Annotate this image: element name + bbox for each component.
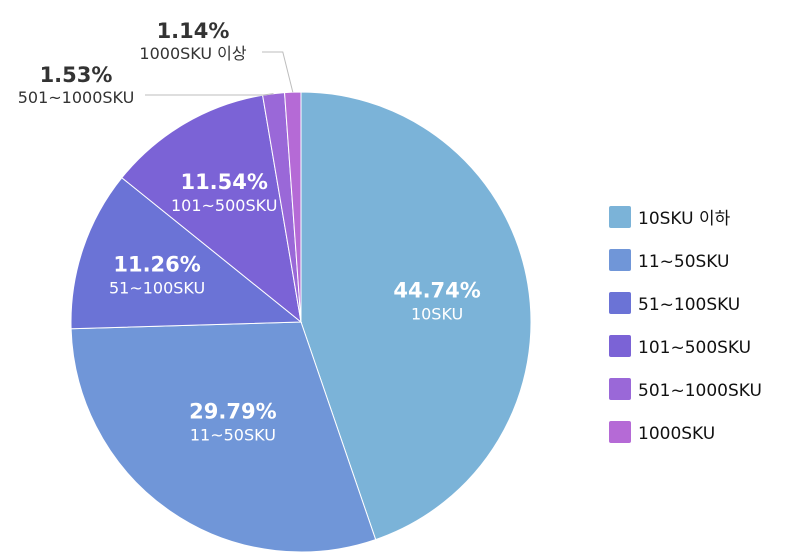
slice-category-label: 10SKU — [411, 304, 463, 323]
legend-label: 101~500SKU — [638, 338, 751, 358]
slice-value-label: 1.53% — [40, 63, 113, 87]
slice-value-label: 1.14% — [157, 19, 230, 43]
leader-line — [145, 93, 274, 96]
slice-category-label: 501~1000SKU — [18, 88, 135, 107]
slice-labels: 44.74% 10SKU 29.79% 11~50SKU 11.26% 51~100SKU… — [18, 19, 481, 444]
legend-label: 10SKU 이하 — [638, 209, 731, 229]
pie-slice-6 — [284, 91, 302, 323]
legend-label: 51~100SKU — [638, 295, 740, 315]
legend-label: 501~1000SKU — [638, 381, 762, 401]
pie-slices — [70, 91, 532, 553]
slice-value-label: 11.54% — [180, 170, 267, 194]
legend-label: 1000SKU — [638, 424, 715, 444]
pie-slice-1 — [300, 91, 532, 541]
legend-swatch — [609, 378, 631, 400]
slice-category-label: 1000SKU 이상 — [139, 44, 246, 63]
pie-slice-4 — [121, 94, 302, 324]
slice-category-label: 101~500SKU — [171, 196, 277, 215]
legend-swatch — [609, 206, 631, 228]
slice-category-label: 51~100SKU — [109, 279, 205, 298]
pie-slice-2 — [70, 321, 377, 553]
pie-slice-3 — [70, 177, 303, 330]
legend-swatch — [609, 292, 631, 314]
leader-line — [262, 51, 294, 93]
slice-value-label: 11.26% — [113, 253, 200, 277]
leader-lines — [145, 51, 294, 96]
legend-swatch — [609, 335, 631, 357]
slice-category-label: 11~50SKU — [190, 425, 276, 444]
slice-value-label: 29.79% — [189, 399, 276, 423]
legend: 10SKU 이하 11~50SKU 51~100SKU 101~500SKU 501~1… — [609, 206, 762, 444]
legend-swatch — [609, 249, 631, 271]
slice-value-label: 44.74% — [393, 278, 480, 302]
legend-label: 11~50SKU — [638, 252, 729, 272]
legend-swatch — [609, 421, 631, 443]
